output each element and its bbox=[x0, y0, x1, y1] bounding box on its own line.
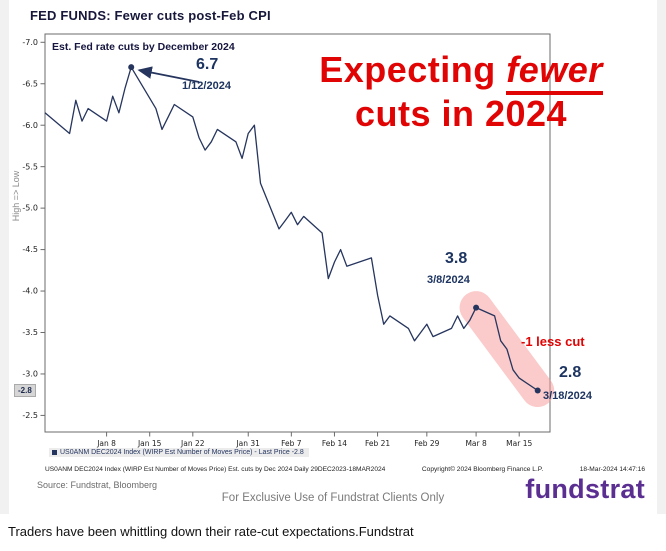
peak-annotation-value: 6.7 bbox=[196, 56, 219, 73]
mar18-annotation-date: 3/18/2024 bbox=[543, 390, 592, 402]
legend-label: US0ANM DEC2024 Index (WIRP Est Number of… bbox=[60, 449, 304, 456]
svg-text:Jan 22: Jan 22 bbox=[180, 439, 205, 448]
chart-legend: US0ANM DEC2024 Index (WIRP Est Number of… bbox=[49, 448, 309, 457]
svg-text:Mar 15: Mar 15 bbox=[506, 439, 532, 448]
svg-text:Jan 15: Jan 15 bbox=[137, 439, 162, 448]
exclusive-use-line: For Exclusive Use of Fundstrat Clients O… bbox=[221, 492, 445, 504]
svg-text:Feb 21: Feb 21 bbox=[365, 439, 390, 448]
last-price-tag: -2.8 bbox=[14, 384, 36, 397]
peak-annotation-date: 1/12/2024 bbox=[182, 80, 231, 92]
chart-figure: FED FUNDS: Fewer cuts post-Feb CPI -7.0-… bbox=[9, 0, 657, 514]
svg-text:-2.5: -2.5 bbox=[22, 411, 38, 420]
chart-plot: -7.0 -6.5 -6.0 -5.5 -5.0 -4.5 -4.0 -3.5 -3.0 -2.5… bbox=[9, 30, 657, 466]
fundstrat-logo: fundstrat bbox=[525, 474, 645, 504]
svg-text:-5.0: -5.0 bbox=[22, 204, 38, 213]
article-caption: Traders have been whittling down their r… bbox=[8, 524, 414, 539]
less-cut-annotation: -1 less cut bbox=[521, 334, 585, 349]
mar8-annotation-value: 3.8 bbox=[445, 250, 468, 267]
svg-text:Mar 8: Mar 8 bbox=[465, 439, 487, 448]
svg-text:Feb 29: Feb 29 bbox=[414, 439, 439, 448]
svg-text:-3.0: -3.0 bbox=[22, 370, 38, 379]
inner-chart-title: Est. Fed rate cuts by December 2024 bbox=[52, 41, 235, 53]
headline: Expecting fewer cuts in 2024 bbox=[281, 48, 641, 136]
headline-emphasis: fewer bbox=[506, 49, 603, 95]
mar8-annotation-date: 3/8/2024 bbox=[427, 274, 470, 286]
y-axis-direction-label: High => Low bbox=[11, 170, 21, 222]
svg-text:-6.5: -6.5 bbox=[22, 79, 38, 88]
caption-bar: Traders have been whittling down their r… bbox=[0, 514, 666, 551]
svg-text:-6.0: -6.0 bbox=[22, 121, 38, 130]
svg-text:Jan 8: Jan 8 bbox=[96, 439, 116, 448]
svg-text:-4.0: -4.0 bbox=[22, 287, 38, 296]
bloomberg-footer-copyright: Copyright© 2024 Bloomberg Finance L.P. bbox=[421, 466, 544, 473]
svg-text:Jan 31: Jan 31 bbox=[235, 439, 260, 448]
mar18-annotation-value: 2.8 bbox=[559, 364, 582, 381]
svg-text:-5.5: -5.5 bbox=[22, 162, 38, 171]
svg-text:Feb 7: Feb 7 bbox=[281, 439, 302, 448]
svg-text:-3.5: -3.5 bbox=[22, 328, 38, 337]
headline-pre: Expecting bbox=[319, 49, 507, 90]
bloomberg-footer: US0ANM DEC2024 Index (WIRP Est Number of… bbox=[45, 466, 645, 473]
bloomberg-footer-left: US0ANM DEC2024 Index (WIRP Est Number of… bbox=[45, 466, 386, 473]
source-line: Source: Fundstrat, Bloomberg bbox=[37, 480, 158, 490]
bloomberg-footer-timestamp: 18-Mar-2024 14:47:16 bbox=[579, 466, 645, 473]
svg-text:Feb 14: Feb 14 bbox=[322, 439, 347, 448]
headline-line2: cuts in 2024 bbox=[354, 92, 568, 134]
legend-swatch-icon bbox=[52, 450, 57, 455]
page-title: FED FUNDS: Fewer cuts post-Feb CPI bbox=[30, 8, 271, 23]
svg-text:-7.0: -7.0 bbox=[22, 38, 38, 47]
svg-text:-4.5: -4.5 bbox=[22, 245, 38, 254]
